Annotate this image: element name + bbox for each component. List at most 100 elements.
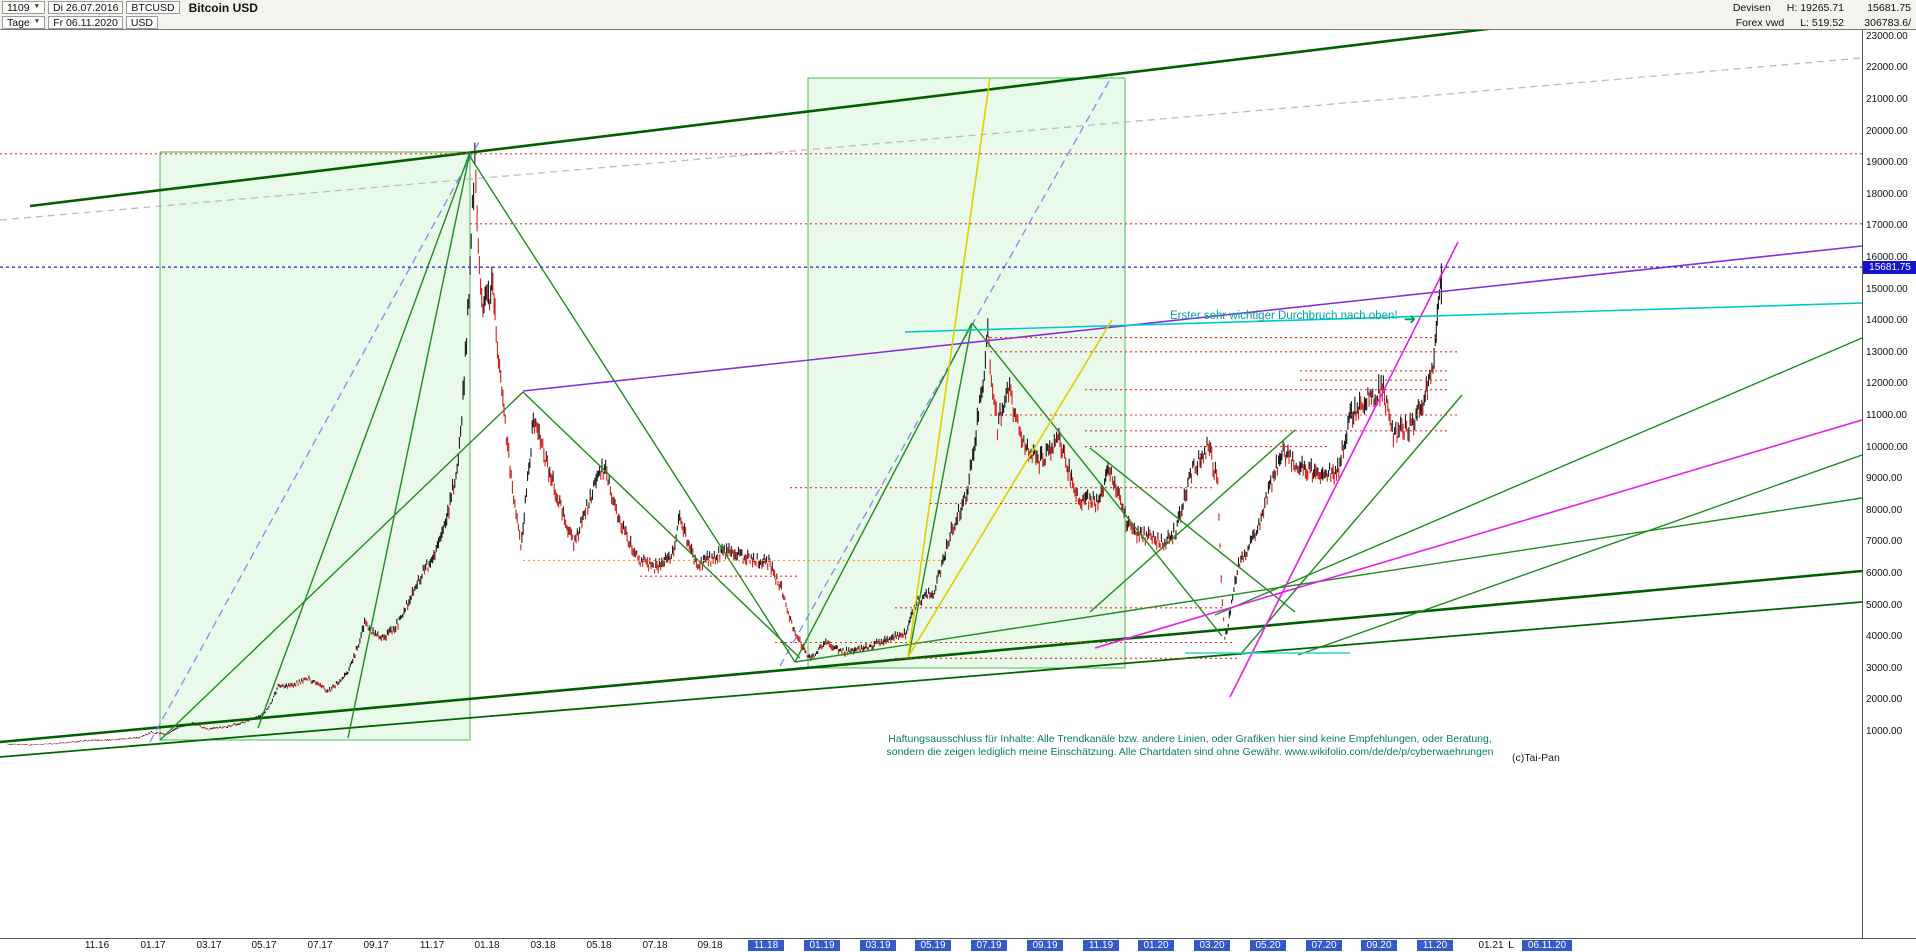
y-axis-label: 23000.00	[1866, 30, 1908, 42]
volume-value: 306783.6/	[1864, 16, 1911, 29]
trend-line[interactable]	[907, 77, 991, 658]
trend-line[interactable]	[907, 319, 1113, 658]
timeframe-value: Tage	[7, 16, 30, 29]
trend-line[interactable]	[1229, 241, 1459, 698]
y-axis-label: 10000.00	[1866, 441, 1908, 453]
x-axis-label: 09.18	[697, 940, 723, 951]
candles-down	[8, 169, 1434, 746]
x-axis-label: 07.17	[307, 940, 333, 951]
x-axis-label: 11.18	[748, 940, 784, 951]
trend-line[interactable]	[779, 75, 1113, 667]
trend-line[interactable]	[522, 391, 801, 659]
y-axis-label: 11000.00	[1866, 410, 1907, 421]
highlight-zone	[159, 151, 471, 741]
trend-line[interactable]	[1214, 337, 1862, 616]
trend-line[interactable]	[149, 139, 481, 743]
chart-canvas[interactable]	[0, 30, 1862, 938]
y-axis-label: 9000.00	[1866, 473, 1903, 485]
y-axis-label: 3000.00	[1866, 662, 1903, 674]
trend-line[interactable]	[1089, 429, 1296, 613]
history-low-label: L: 519.52	[1800, 16, 1844, 29]
breakout-annotation-text: Erster sehr wichtiger Durchbruch nach ob…	[1170, 309, 1398, 322]
last-price-tag: 15681.75	[1863, 260, 1916, 274]
y-axis-label: 15000.00	[1866, 283, 1908, 295]
history-high-label: H: 19265.71	[1786, 1, 1844, 14]
y-axis-label: 8000.00	[1866, 504, 1903, 516]
x-axis-label: 03.20	[1194, 940, 1230, 951]
trend-line[interactable]	[794, 497, 1862, 663]
trend-line[interactable]	[159, 391, 524, 741]
x-axis-label: 07.19	[971, 940, 1007, 951]
end-date-field[interactable]: Fr 06.11.2020	[48, 16, 123, 29]
y-axis-label: 19000.00	[1866, 157, 1908, 169]
y-axis-label: 13000.00	[1866, 346, 1908, 358]
x-axis-label: 07.20	[1306, 940, 1342, 951]
trend-line[interactable]	[1094, 419, 1862, 649]
x-axis-label: 03.19	[860, 940, 896, 951]
y-axis-label: 2000.00	[1866, 694, 1903, 706]
disclaimer-line-1: Haftungsausschluss für Inhalte: Alle Tre…	[888, 733, 1492, 745]
symbol-field[interactable]: BTCUSD	[126, 1, 180, 14]
x-axis-label: 05.18	[586, 940, 612, 951]
y-axis-label: 18000.00	[1866, 188, 1908, 200]
disclaimer-line-2: sondern die zeigen lediglich meine Einsc…	[886, 745, 1494, 758]
y-axis-label: 16000.00	[1866, 252, 1908, 263]
chevron-down-icon: ▼	[33, 18, 41, 26]
x-axis-label: 11.20	[1417, 940, 1453, 951]
y-axis-label: 22000.00	[1866, 62, 1908, 74]
trend-line[interactable]	[907, 322, 973, 661]
disclaimer: Haftungsausschluss für Inhalte: Alle Tre…	[845, 733, 1535, 758]
x-axis-label: 11.16	[84, 940, 110, 951]
trend-line[interactable]	[1089, 447, 1296, 613]
breakout-annotation: Erster sehr wichtiger Durchbruch nach ob…	[1170, 308, 1416, 328]
trend-line[interactable]	[347, 151, 471, 739]
x-axis-label: L	[1508, 940, 1514, 951]
chart-area: 15681.75 23000.00 22000.00 21000.00 20000.0…	[0, 30, 1916, 952]
trend-line[interactable]	[904, 302, 1862, 333]
trend-line[interactable]	[971, 322, 1223, 637]
candles-up	[7, 142, 1442, 746]
source-label: Forex vwd	[1735, 16, 1785, 29]
bars-count-dropdown[interactable]: 1109 ▼	[2, 1, 46, 14]
y-axis-label: 5000.00	[1866, 599, 1903, 611]
y-axis-label: 7000.00	[1866, 536, 1903, 548]
y-axis-label: 12000.00	[1866, 378, 1908, 390]
x-axis-label: 11.19	[1083, 940, 1119, 951]
y-axis-label: 20000.00	[1866, 125, 1908, 137]
x-axis-label: 01.19	[804, 940, 840, 951]
trend-line[interactable]	[522, 245, 1862, 392]
trend-line[interactable]	[1297, 454, 1862, 656]
x-axis-label: 07.18	[642, 940, 668, 951]
timeframe-dropdown[interactable]: Tage ▼	[2, 16, 46, 29]
price-axis: 15681.75 23000.00 22000.00 21000.00 20000.0…	[1862, 30, 1916, 938]
copyright-label: (c)Tai-Pan	[1512, 752, 1560, 764]
trend-line[interactable]	[0, 601, 1862, 758]
y-axis-label: 4000.00	[1866, 631, 1903, 643]
trend-line[interactable]	[0, 569, 1862, 744]
x-axis-label: 05.19	[915, 940, 951, 951]
chevron-down-icon: ▼	[33, 3, 41, 11]
trend-line[interactable]	[466, 151, 796, 663]
x-axis-label: 11.17	[419, 940, 445, 951]
time-axis: 11.16 01.17 03.17 05.17 07.17 09.17 11.17 01.18…	[0, 938, 1916, 952]
trend-line[interactable]	[794, 322, 973, 663]
toolbar-row-1: 1109 ▼ Di 26.07.2016 BTCUSD Bitcoin USD …	[0, 0, 1916, 15]
y-axis-label: 1000.00	[1866, 726, 1903, 737]
y-axis-label: 17000.00	[1866, 220, 1908, 232]
trend-line[interactable]	[257, 151, 471, 729]
trend-line[interactable]	[1239, 394, 1463, 656]
y-axis-label: 6000.00	[1866, 568, 1903, 579]
x-axis-label: 01.20	[1138, 940, 1174, 951]
x-axis-label: 09.20	[1361, 940, 1397, 951]
x-axis-label: 01.17	[140, 940, 166, 951]
start-date-field[interactable]: Di 26.07.2016	[48, 1, 124, 14]
x-axis-label: 05.17	[251, 940, 277, 951]
x-axis-label: 03.17	[196, 940, 222, 951]
y-axis-label: 21000.00	[1866, 94, 1908, 105]
toolbar-row-2: Tage ▼ Fr 06.11.2020 USD Forex vwd L: 51…	[0, 15, 1916, 30]
x-axis-label: 09.17	[363, 940, 389, 951]
currency-field: USD	[125, 16, 158, 29]
x-axis-label: 03.18	[530, 940, 556, 951]
trend-line[interactable]	[29, 30, 1512, 208]
arrow-right-icon: ➜	[1403, 311, 1417, 328]
